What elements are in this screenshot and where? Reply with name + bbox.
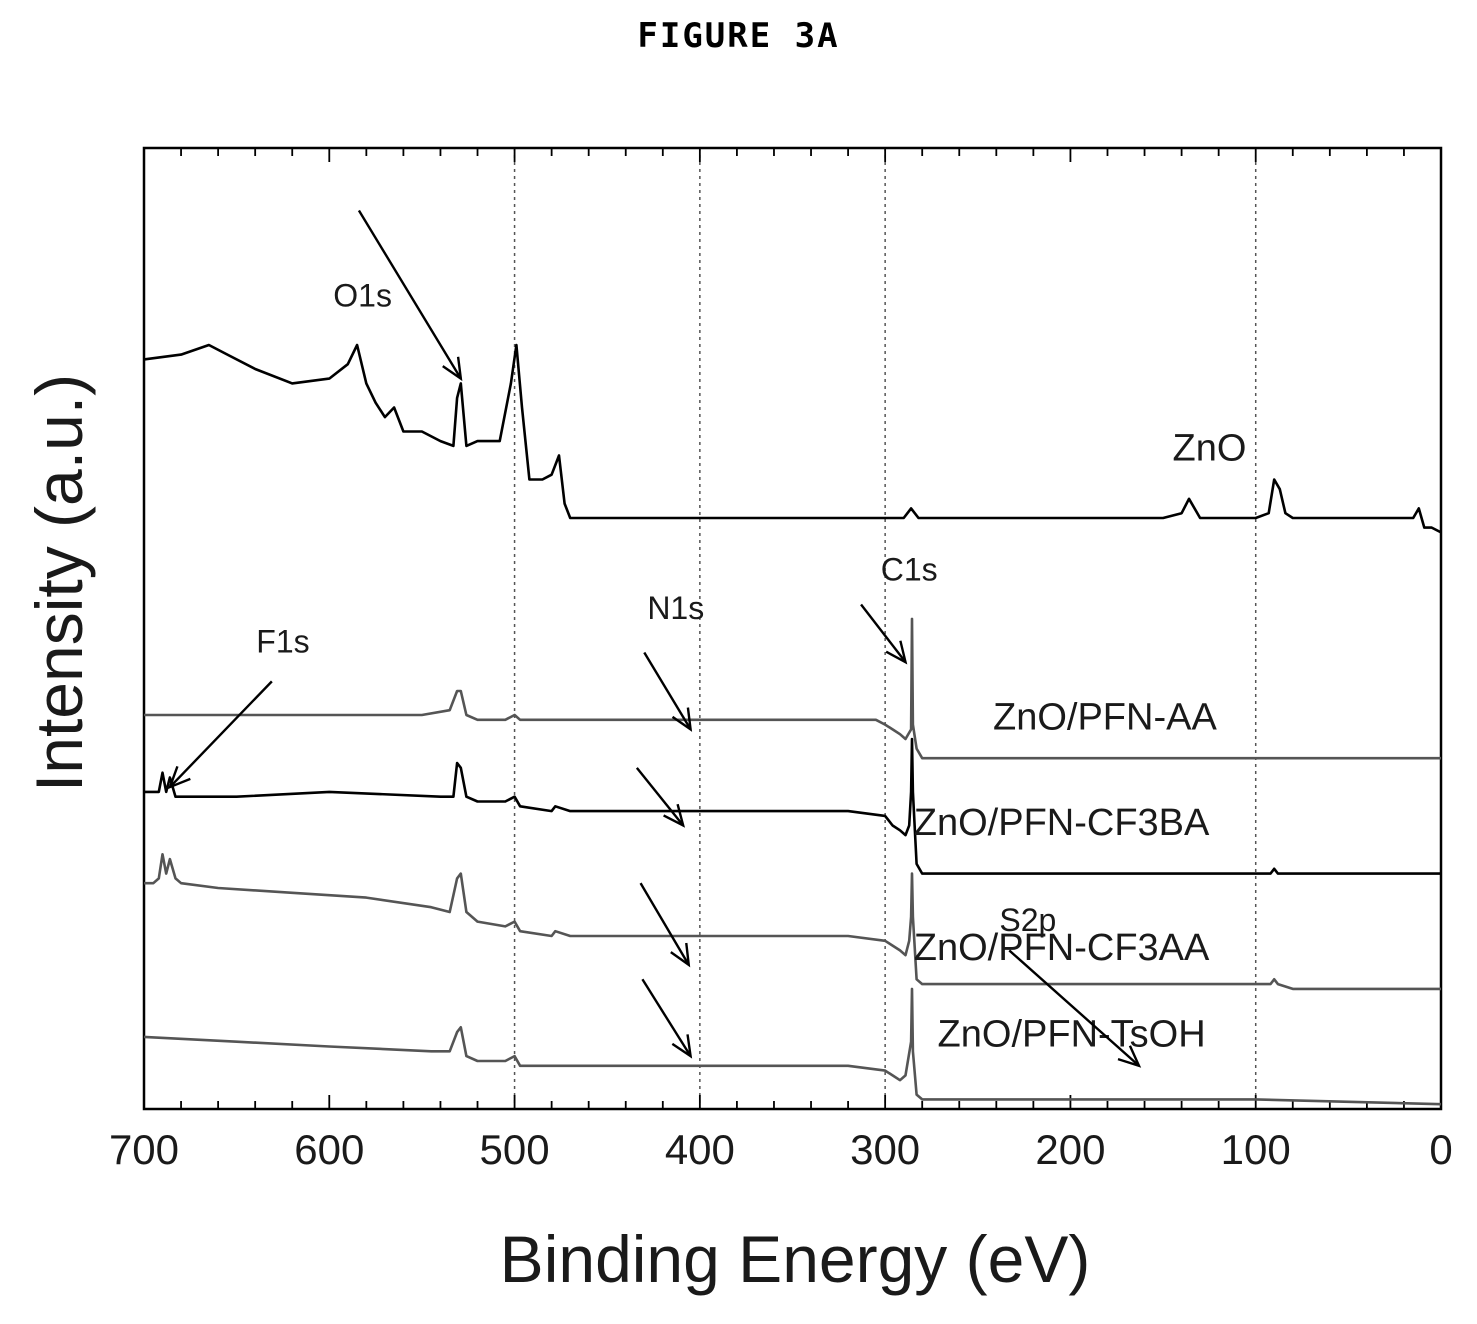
annotation-arrow-shaft (643, 651, 692, 731)
x-tick-label: 300 (850, 1126, 920, 1173)
x-tick-label: 100 (1221, 1126, 1291, 1173)
series-label: ZnO/PFN-TsOH (938, 1014, 1206, 1056)
annotation-arrow-shaft (860, 603, 907, 663)
annotation-arrow-head (885, 640, 908, 665)
plot-frame (142, 146, 1443, 1111)
series-labels: ZnO ZnO/PFN-AA ZnO/PFN-CF3BA ZnO/PFN-CF3AA Z… (914, 427, 1247, 1055)
annotation-arrow-head (1117, 1045, 1142, 1068)
annotation-arrow-head (671, 707, 693, 732)
annotation-arrow-shaft (635, 767, 685, 827)
series-label: ZnO/PFN-CF3AA (914, 927, 1210, 969)
annotation-label: N1s (647, 590, 704, 626)
x-axis-ticks: 700 600 500 400 300 200 100 0 (109, 148, 1453, 1173)
series-line-zno-pfn-aa (144, 617, 1441, 760)
x-tick-label: 500 (480, 1126, 550, 1173)
x-tick-label: 0 (1429, 1126, 1452, 1173)
x-tick-label: 400 (665, 1126, 735, 1173)
y-axis-label: Intensity (a.u.) (22, 374, 96, 792)
x-tick-label: 700 (109, 1126, 179, 1173)
annotation-arrow-shaft (357, 209, 462, 380)
series-layer (143, 343, 1442, 1106)
x-axis-label: Binding Energy (eV) (500, 1222, 1091, 1296)
x-tick-label: 200 (1035, 1126, 1105, 1173)
annotation-arrow-shaft (639, 882, 690, 966)
annotation-arrow-head (663, 803, 686, 828)
annotation-arrow-shaft (169, 680, 273, 788)
annotation-label: S2p (999, 902, 1056, 938)
annotation-label: F1s (256, 624, 309, 660)
figure-title: FIGURE 3A (637, 16, 840, 56)
annotation-arrow-head (442, 356, 463, 382)
annotation-arrow-shaft (1008, 949, 1140, 1067)
annotation-arrow-head (167, 765, 191, 790)
x-tick-label: 600 (294, 1126, 364, 1173)
annotation-arrow-head (670, 942, 691, 968)
series-line-zno (143, 343, 1442, 534)
annotation-arrow-shaft (641, 978, 692, 1057)
annotation-arrow-head (671, 1034, 693, 1059)
annotation-label: C1s (881, 551, 938, 587)
series-line-zno-pfn-cf3aa (144, 853, 1441, 991)
series-label: ZnO/PFN-AA (993, 696, 1217, 738)
annotations: O1s C1s N1s F1s S2p (167, 209, 1142, 1068)
series-line-zno-pfn-tsoh (143, 987, 1442, 1106)
series-line-zno-pfn-cf3ba (144, 737, 1441, 875)
series-label: ZnO/PFN-CF3BA (914, 802, 1210, 844)
series-label: ZnO (1173, 427, 1247, 469)
grid-lines (513, 148, 1257, 1109)
annotation-label: O1s (333, 278, 392, 314)
